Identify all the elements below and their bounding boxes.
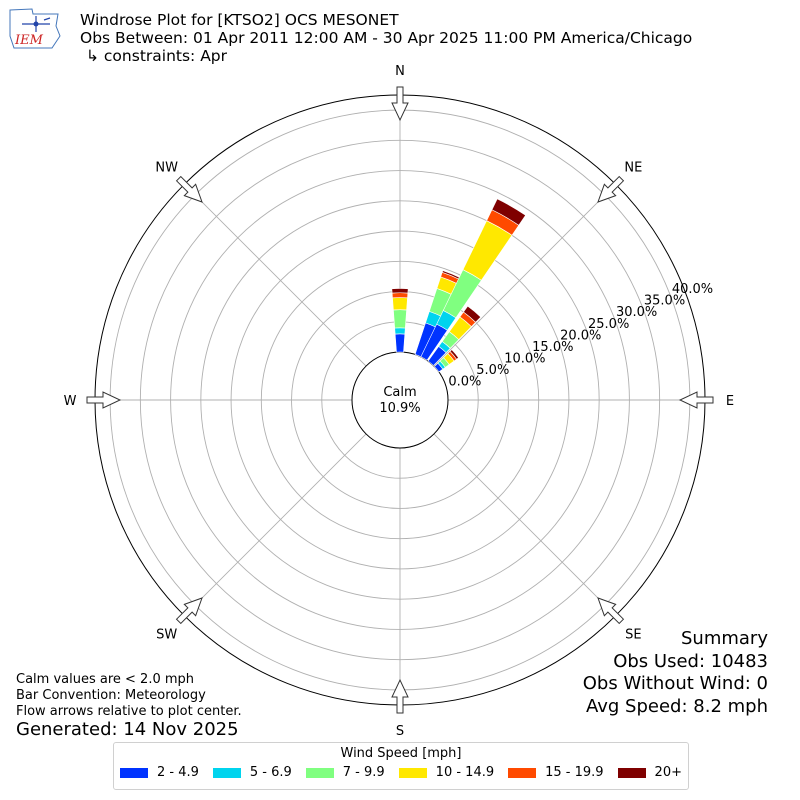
legend-swatch	[617, 767, 646, 778]
radial-tick-label: 20.0%	[560, 328, 601, 343]
calm-label: Calm	[383, 385, 416, 400]
legend-swatch	[212, 767, 241, 778]
legend-label: 2 - 4.9	[157, 765, 199, 780]
radial-tick-label: 10.0%	[504, 351, 545, 366]
radial-tick-label: 35.0%	[644, 294, 685, 309]
iem-logo: IEM	[9, 8, 61, 49]
legend-item: 2 - 4.9	[120, 765, 199, 780]
legend-swatch	[398, 767, 427, 778]
legend-label: 10 - 14.9	[435, 765, 495, 780]
rose-bar-segment	[491, 198, 526, 226]
radial-tick-label: 0.0%	[448, 375, 481, 390]
rose-bar-segment	[392, 297, 408, 311]
grid-spoke	[184, 433, 367, 616]
radial-tick-label: 5.0%	[476, 363, 509, 378]
flow-arrow	[678, 391, 714, 409]
legend-item: 20+	[617, 765, 682, 780]
radial-tick-label: 30.0%	[616, 305, 657, 320]
flow-arrow	[597, 597, 625, 625]
constraints-text: ↳ constraints: Apr	[86, 47, 228, 65]
avg-speed: Avg Speed: 8.2 mph	[586, 695, 768, 717]
bar-convention-note: Bar Convention: Meteorology	[16, 688, 206, 703]
legend-items: 2 - 4.9 5 - 6.9 7 - 9.9 10 - 14.9 15 - 19.9 2…	[114, 761, 688, 780]
direction-label: NW	[155, 161, 178, 176]
radial-tick-label: 40.0%	[672, 282, 713, 297]
calm-circle	[351, 351, 449, 449]
direction-label: S	[396, 724, 404, 739]
legend-label: 5 - 6.9	[249, 765, 292, 780]
direction-label: W	[64, 394, 77, 409]
chart-title: Windrose Plot for [KTSO2] OCS MESONET	[80, 11, 399, 29]
radial-tick-label: 25.0%	[588, 317, 629, 332]
legend-label: 7 - 9.9	[342, 765, 385, 780]
legend-item: 7 - 9.9	[305, 765, 385, 780]
legend-title: Wind Speed [mph]	[340, 746, 462, 761]
direction-label: SE	[625, 627, 641, 642]
grid-spoke	[184, 184, 367, 367]
rose-bar-segment	[391, 288, 409, 294]
legend-label: 20+	[654, 765, 682, 780]
legend: Wind Speed [mph] 2 - 4.9 5 - 6.9 7 - 9.9 10…	[113, 742, 689, 790]
generated-date: Generated: 14 Nov 2025	[16, 719, 239, 740]
notes-block: Calm values are < 2.0 mph Bar Convention…	[16, 672, 242, 720]
legend-swatch	[120, 767, 148, 778]
flow-arrow	[175, 597, 203, 625]
legend-item: 10 - 14.9	[398, 765, 495, 780]
direction-label: SW	[156, 627, 177, 642]
flow-arrow-shape	[597, 597, 625, 625]
direction-label: NE	[624, 161, 642, 176]
flow-arrows-note: Flow arrows relative to plot center.	[16, 704, 242, 719]
legend-label: 15 - 19.9	[545, 765, 604, 780]
legend-swatch	[508, 767, 537, 778]
logo-text: IEM	[14, 33, 44, 48]
obs-between: Obs Between: 01 Apr 2011 12:00 AM - 30 A…	[80, 29, 693, 47]
flow-arrow-shape	[175, 175, 203, 203]
rose-bar-segment	[393, 309, 407, 329]
rose-bar-segment	[394, 333, 406, 353]
flow-arrow-shape	[86, 391, 122, 409]
grid-spoke	[433, 433, 616, 616]
summary-block: Summary Obs Used: 10483 Obs Without Wind…	[583, 628, 768, 718]
grid-spoke	[433, 184, 616, 367]
rose-bar-segment	[463, 305, 482, 323]
flow-arrow-shape	[678, 391, 714, 409]
summary-heading: Summary	[681, 628, 768, 649]
calm-note: Calm values are < 2.0 mph	[16, 672, 195, 687]
flow-arrow-shape	[391, 678, 409, 714]
legend-item: 5 - 6.9	[212, 765, 292, 780]
legend-item: 15 - 19.9	[508, 765, 604, 780]
radial-tick-label: 15.0%	[532, 340, 573, 355]
flow-arrow	[391, 678, 409, 714]
legend-swatch	[305, 767, 334, 778]
calm-percent: 10.9%	[379, 401, 420, 416]
flow-arrow	[597, 175, 625, 203]
flow-arrow-shape	[391, 86, 409, 122]
rose-bar-segment	[449, 349, 459, 360]
flow-arrow-shape	[175, 597, 203, 625]
flow-arrow	[86, 391, 122, 409]
direction-label: E	[726, 394, 734, 409]
rose-bar-segment	[394, 327, 406, 335]
obs-used: Obs Used: 10483	[613, 650, 768, 672]
rose-bar-segment	[391, 292, 409, 299]
flow-arrow	[391, 86, 409, 122]
flow-arrow	[175, 175, 203, 203]
direction-label: N	[395, 64, 405, 79]
obs-without-wind: Obs Without Wind: 0	[582, 673, 768, 694]
flow-arrow-shape	[597, 175, 625, 203]
